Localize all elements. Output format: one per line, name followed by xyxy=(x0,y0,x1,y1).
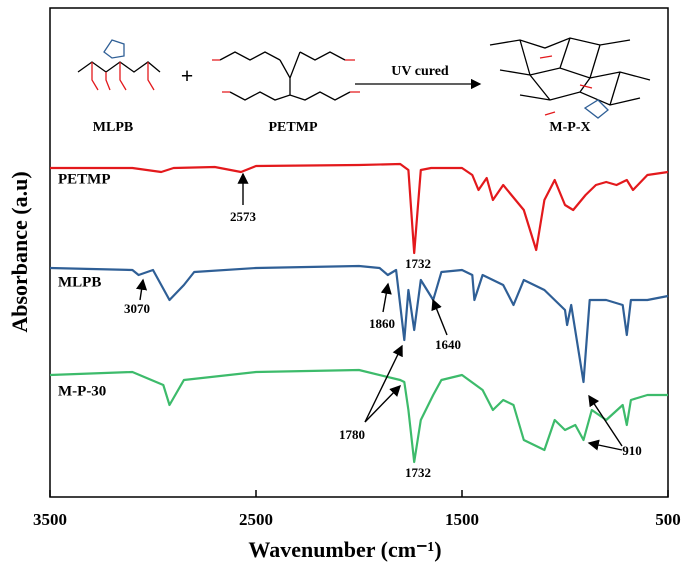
peak-label: 1732 xyxy=(405,256,431,271)
peak-label: 910 xyxy=(622,443,642,458)
peak-label: 2573 xyxy=(230,209,257,224)
peak-label: 1732 xyxy=(405,465,431,480)
peak-label: 3070 xyxy=(124,301,150,316)
scheme-label: PETMP xyxy=(269,120,318,135)
x-tick-label: 1500 xyxy=(445,510,479,529)
spectrum-line xyxy=(49,368,668,464)
x-tick-label: 2500 xyxy=(239,510,273,529)
peak-arrow xyxy=(364,344,403,423)
peak-arrow xyxy=(587,439,623,451)
peak-arrow xyxy=(380,282,392,313)
series-label: M-P-30 xyxy=(58,383,106,399)
peak-arrow xyxy=(136,278,148,301)
x-tick-label: 3500 xyxy=(33,510,67,529)
spectrum-line xyxy=(50,162,669,255)
peak-arrow xyxy=(364,384,401,423)
plot-frame xyxy=(49,7,669,498)
series-label: MLPB xyxy=(58,274,101,290)
scheme-label: MLPB xyxy=(93,120,133,135)
series-label: PETMP xyxy=(58,171,111,187)
plus-sign: + xyxy=(181,63,194,88)
peak-label: 1640 xyxy=(435,337,461,352)
x-axis-label: Wavenumber (cm⁻¹) xyxy=(248,537,441,562)
peak-label: 1860 xyxy=(369,316,395,331)
x-tick-label: 500 xyxy=(655,510,681,529)
y-axis-label: Absorbance (a.u) xyxy=(7,171,32,332)
scheme-label: M-P-X xyxy=(549,120,590,135)
peak-arrow xyxy=(431,298,448,336)
scheme xyxy=(77,37,651,119)
spectrum-line xyxy=(49,264,669,384)
peak-label: 1780 xyxy=(339,427,365,442)
peak-arrow xyxy=(588,394,623,447)
scheme-label: UV cured xyxy=(391,64,449,79)
